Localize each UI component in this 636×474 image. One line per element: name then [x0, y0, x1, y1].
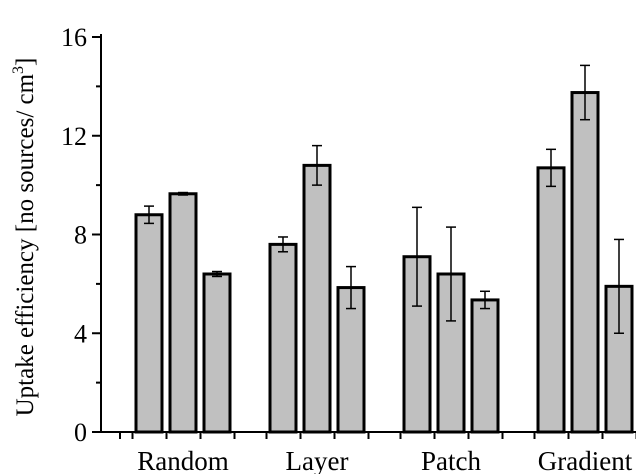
- x-category-label: Patch: [421, 446, 481, 474]
- bar: [336, 286, 366, 434]
- error-bar: [278, 236, 288, 253]
- error-bar: [546, 148, 556, 188]
- y-tick-label: 16: [61, 23, 87, 52]
- error-bar: [346, 265, 356, 310]
- y-axis-title-main: Uptake efficiency [no sources/ cm: [12, 73, 39, 416]
- x-category-label: Layer: [286, 446, 349, 474]
- error-bar: [614, 238, 624, 334]
- y-axis-title: Uptake efficiency [no sources/ cm3]: [10, 58, 39, 417]
- error-bar: [144, 205, 154, 225]
- y-tick-label: 12: [61, 122, 87, 151]
- error-bar: [412, 206, 422, 307]
- bar: [570, 91, 600, 434]
- bar: [470, 298, 500, 434]
- y-tick-label: 0: [74, 418, 87, 447]
- error-bar: [480, 290, 490, 310]
- bar: [168, 192, 198, 434]
- error-bar: [446, 226, 456, 322]
- bars: [134, 91, 634, 434]
- error-bar: [212, 270, 222, 278]
- bar: [268, 242, 298, 434]
- y-tick-label: 8: [74, 221, 87, 250]
- bar: [134, 213, 164, 434]
- error-bar: [312, 144, 322, 186]
- y-axis-title-suffix: ]: [12, 58, 39, 66]
- error-bar: [178, 191, 188, 196]
- y-axis-title-superscript: 3: [10, 66, 27, 74]
- bar: [536, 166, 566, 434]
- x-axis: Random Layer Patch Gradient: [101, 431, 636, 474]
- bar: [302, 163, 332, 434]
- y-axis: 0 4 8 12 16: [61, 23, 102, 447]
- error-bar: [580, 64, 590, 121]
- x-category-label: Random: [137, 446, 229, 474]
- y-tick-label: 4: [74, 319, 87, 348]
- x-category-label: Gradient: [538, 446, 633, 474]
- bar: [202, 272, 232, 434]
- error-bars: [144, 64, 624, 334]
